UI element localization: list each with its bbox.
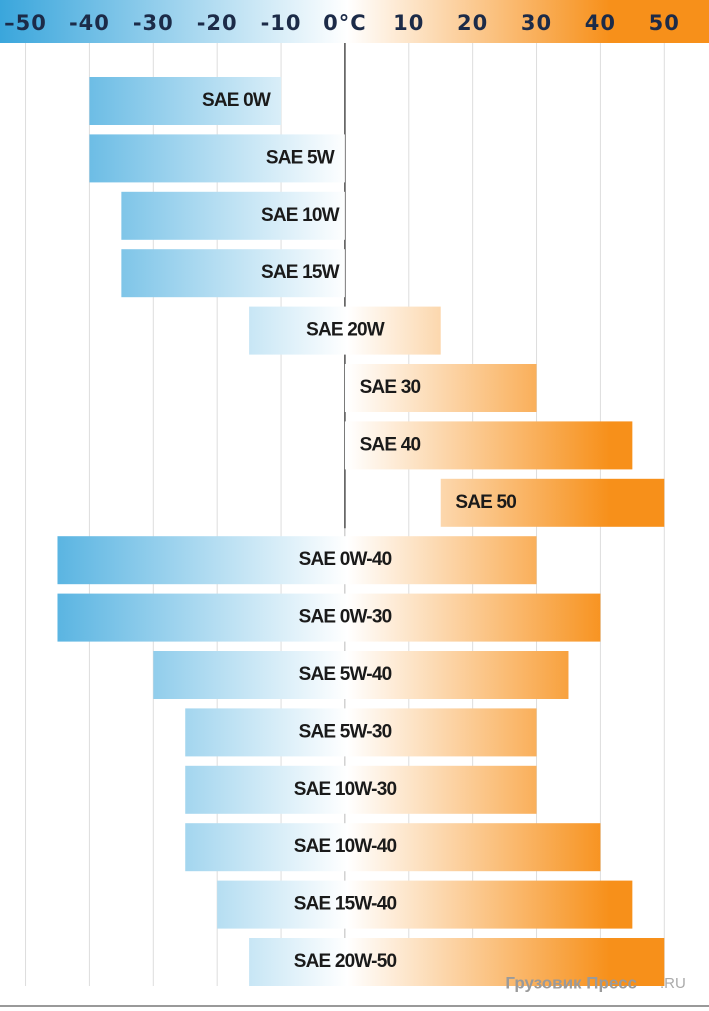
bar-label: SAE 20W-50: [294, 951, 397, 972]
range-bar: [217, 880, 633, 929]
x-tick-label: 30: [521, 11, 552, 35]
x-tick-label: -20: [197, 11, 238, 35]
bar-label: SAE 30: [360, 377, 421, 398]
range-bar: [57, 536, 537, 585]
x-tick-label: 0°C: [323, 11, 367, 35]
range-bar: [249, 938, 665, 986]
range-bar: [89, 134, 345, 183]
bar-label: SAE 5W-30: [299, 721, 392, 742]
x-tick-label: -30: [133, 11, 174, 35]
bar-label: SAE 10W: [261, 205, 340, 226]
range-bar: [185, 708, 537, 757]
bar-label: SAE 0W: [202, 90, 271, 111]
watermark: Грузовик Пресс: [505, 973, 637, 992]
x-tick-label: 40: [585, 11, 616, 35]
range-bar: [344, 364, 537, 412]
range-bar: [57, 593, 601, 642]
range-bar: [185, 765, 537, 814]
bar-label: SAE 10W-30: [294, 779, 397, 800]
range-bar: [344, 421, 633, 470]
x-tick-label: -40: [69, 11, 110, 35]
bar-label: SAE 0W-40: [299, 549, 392, 570]
x-tick-label: –50: [4, 11, 47, 35]
range-bar: [121, 249, 345, 298]
watermark-suffix: .RU: [660, 975, 686, 992]
x-tick-label: 50: [649, 11, 680, 35]
x-tick-label: 20: [457, 11, 488, 35]
x-tick-label: -10: [261, 11, 302, 35]
range-bar: [440, 478, 665, 527]
bar-label: SAE 10W-40: [294, 836, 397, 857]
bar-label: SAE 5W: [266, 147, 335, 168]
bar-label: SAE 0W-30: [299, 607, 392, 628]
bar-label: SAE 20W: [306, 320, 385, 341]
range-bar: [249, 306, 441, 355]
range-bar: [121, 191, 345, 240]
header-band: [0, 0, 709, 43]
bar-label: SAE 5W-40: [299, 664, 392, 685]
bar-label: SAE 15W-40: [294, 894, 397, 915]
bar-label: SAE 40: [360, 434, 421, 455]
range-bar: [153, 651, 569, 699]
bar-label: SAE 15W: [261, 262, 340, 283]
bar-label: SAE 50: [455, 492, 516, 513]
range-bar: [185, 823, 601, 872]
range-bar: [89, 77, 282, 125]
x-tick-label: 10: [393, 11, 424, 35]
